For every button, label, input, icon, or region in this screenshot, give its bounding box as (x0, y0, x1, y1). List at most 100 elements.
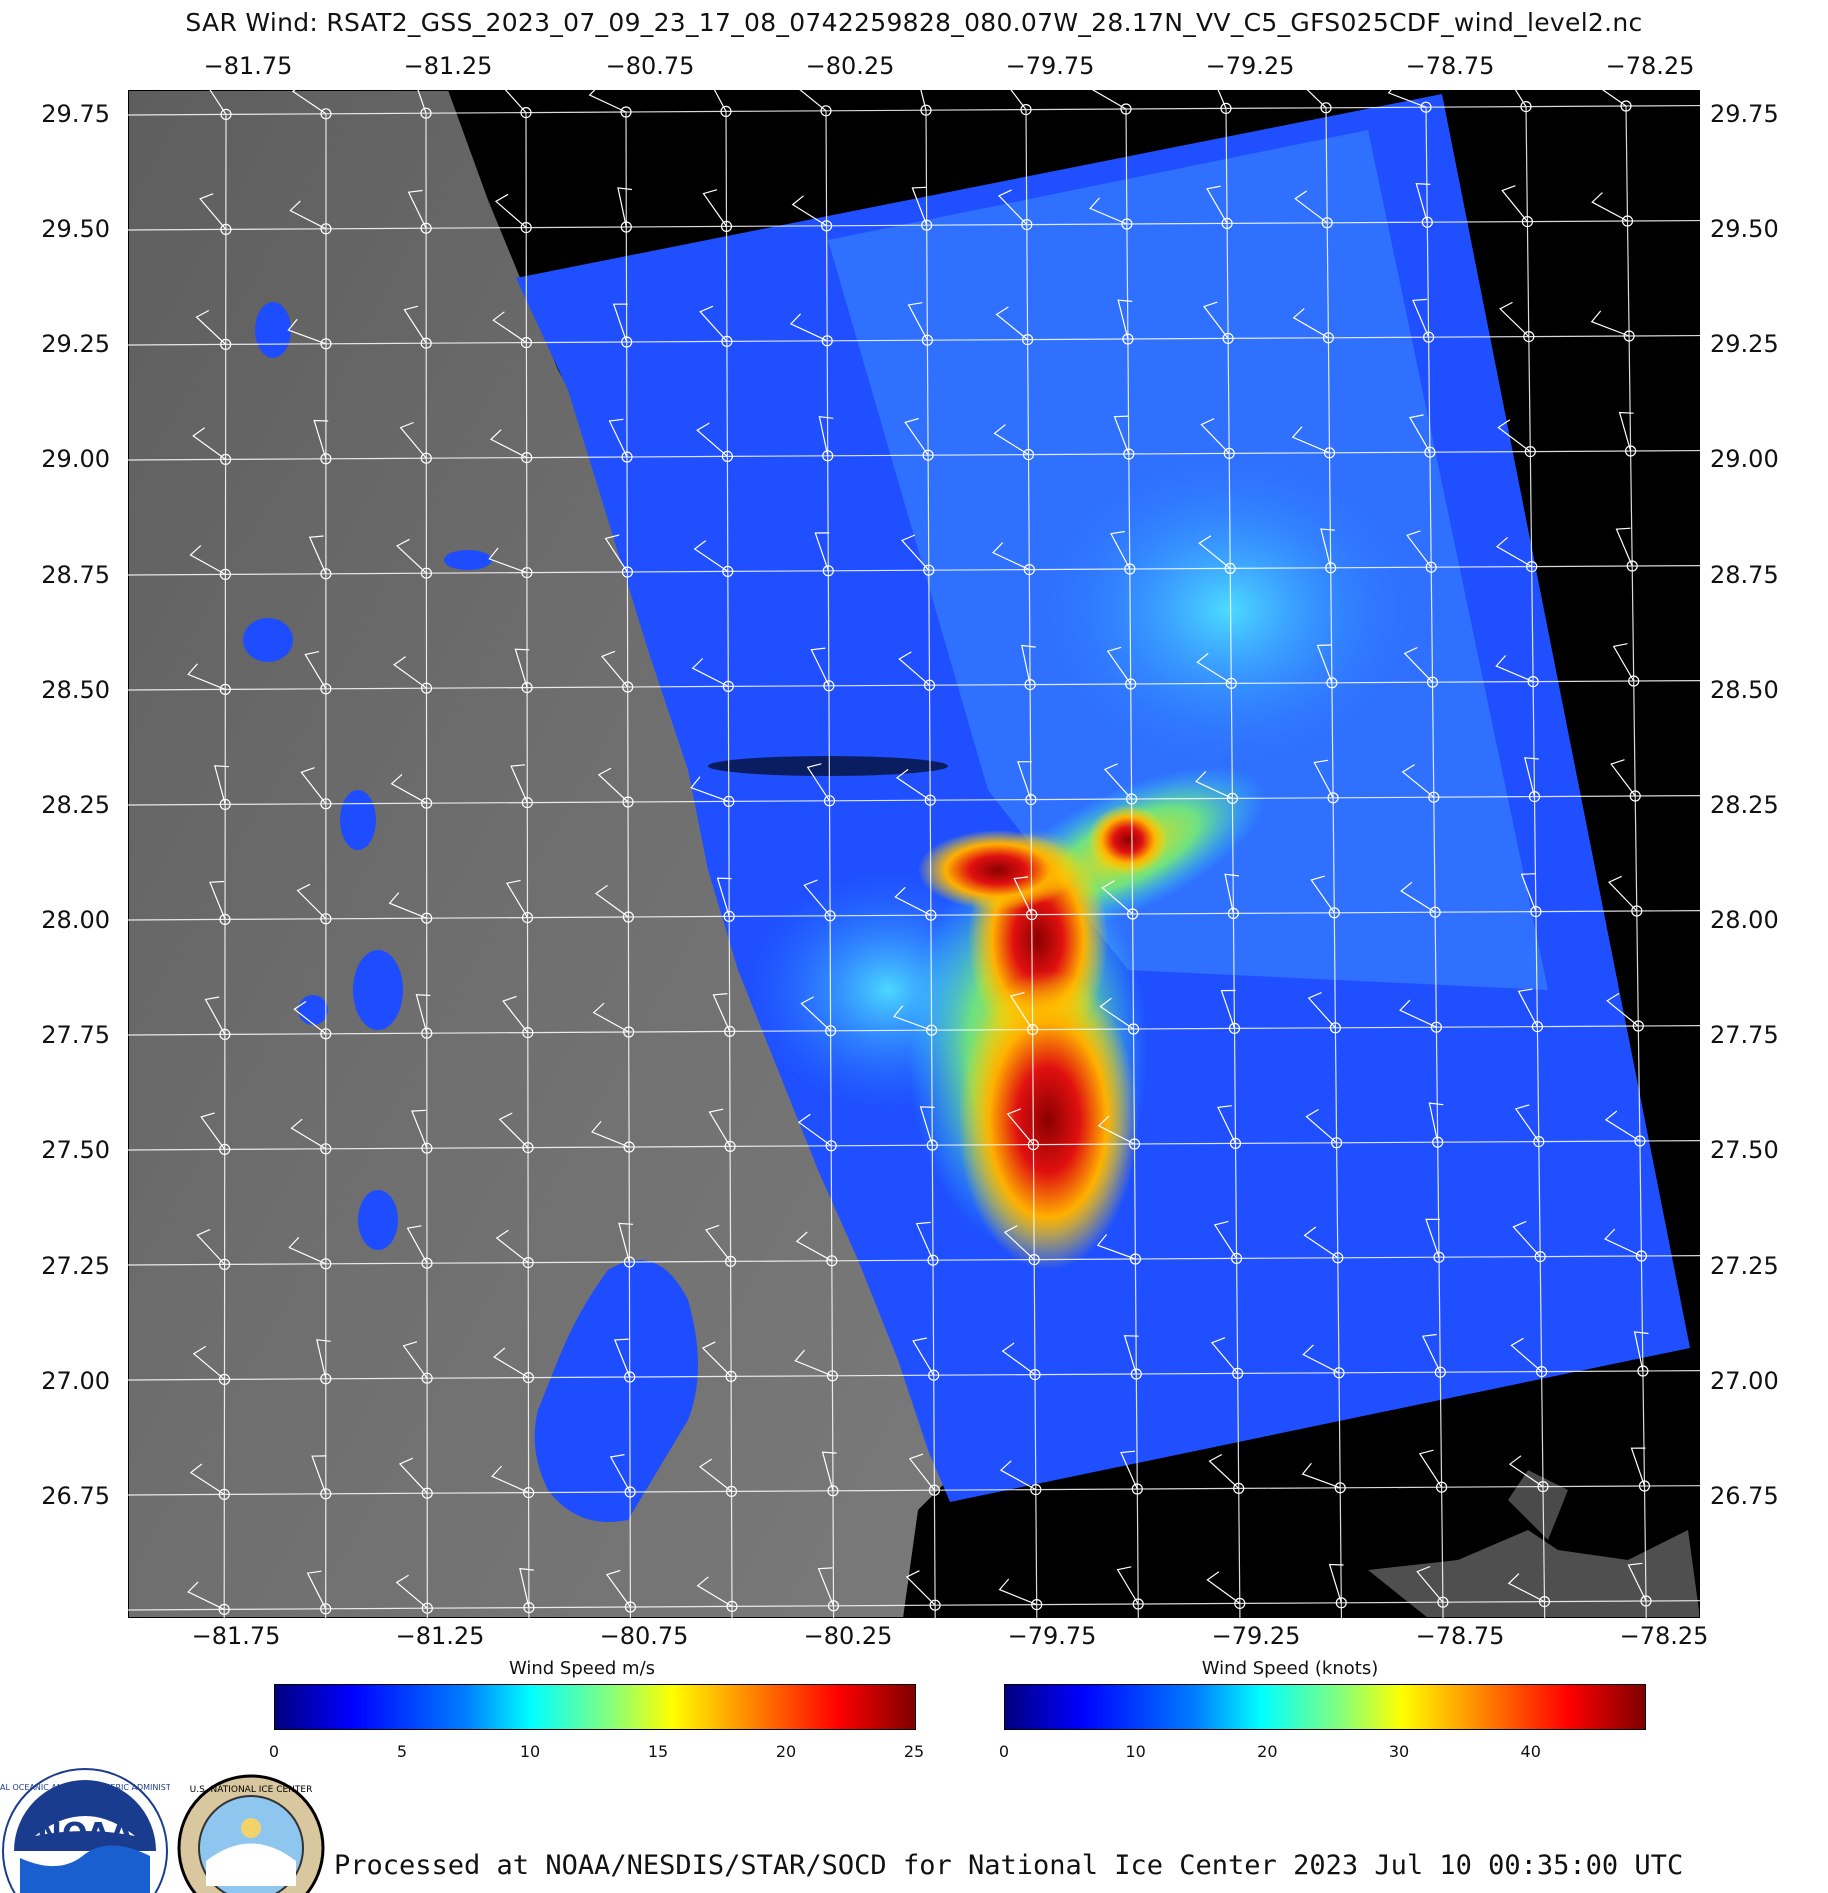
wind-barb-station (1020, 104, 1032, 116)
wind-barb (618, 1222, 634, 1263)
wind-barb-station (1420, 101, 1432, 113)
lat-tick-right: 29.50 (1710, 215, 1779, 243)
wind-barb (399, 421, 427, 459)
wind-barb (705, 1224, 732, 1262)
wind-barb (1210, 1337, 1239, 1374)
wind-barb-station (725, 1485, 738, 1498)
wind-barb (920, 90, 927, 111)
wind-barb (791, 195, 827, 227)
wind-barb (613, 1338, 631, 1378)
wind-barb-station (320, 1373, 332, 1385)
wind-barb (1208, 1453, 1240, 1489)
wind-barb (594, 884, 629, 918)
wind-barb (1091, 90, 1127, 110)
wind-barb-station (1030, 1483, 1042, 1496)
wind-barb (287, 318, 327, 345)
wind-barb (1591, 192, 1628, 222)
land-abaco (1508, 1470, 1568, 1540)
wind-barb (1497, 419, 1531, 453)
wind-barb-station (1125, 678, 1137, 690)
wind-barb (1123, 1335, 1139, 1375)
wind-barb (187, 1581, 225, 1610)
wind-barb-station (925, 1024, 938, 1036)
wind-barb (199, 193, 227, 230)
wind-barb-station (1121, 218, 1133, 230)
wind-barb-station (721, 450, 734, 462)
wind-barb (999, 1460, 1037, 1491)
wind-barb-station (420, 452, 432, 464)
wind-barb-station (825, 1140, 837, 1152)
wind-barb (1306, 90, 1327, 109)
wind-barb-station (1521, 216, 1534, 228)
wind-barb-station (1530, 905, 1542, 918)
lat-tick-right: 28.25 (1710, 791, 1779, 819)
wind-barb (1495, 655, 1534, 683)
wind-barb-station (929, 1599, 941, 1611)
wind-barb (304, 651, 327, 690)
wind-barb-station (421, 1142, 433, 1154)
lon-tick-bottom: −79.75 (1007, 1622, 1097, 1650)
wind-barb-station (1425, 561, 1437, 573)
lat-tick-left: 28.25 (41, 791, 110, 819)
storm-cell (1088, 805, 1168, 875)
wind-barb-station (420, 682, 433, 694)
colorbar-knots (1004, 1684, 1646, 1730)
lat-tick-right: 29.75 (1710, 100, 1779, 128)
wind-barb (1606, 992, 1639, 1027)
colorbar-tick: 5 (396, 1742, 408, 1761)
wind-barb-station (1026, 908, 1038, 921)
wind-barb-station (1326, 677, 1338, 689)
lake (255, 302, 291, 358)
wind-barb-station (220, 338, 232, 350)
wind-barb-station (1226, 792, 1239, 805)
wind-barb-station (820, 105, 832, 117)
wind-barb (1013, 876, 1033, 915)
wind-barb-station (1623, 330, 1635, 342)
lat-tick-left: 29.00 (41, 445, 110, 473)
wind-barb-station (1523, 331, 1535, 343)
wind-barb-station (523, 1601, 535, 1614)
wind-barb-station (921, 334, 934, 346)
wind-barb-station (1234, 1597, 1246, 1610)
wind-barb (200, 1112, 226, 1150)
wind-barb-station (320, 223, 332, 235)
wind-barb (1520, 873, 1537, 912)
wind-barb (1196, 652, 1232, 684)
wind-barb (1400, 881, 1436, 913)
wind-barb (604, 534, 628, 573)
wind-barb-station (421, 1027, 433, 1039)
wind-barb-station (420, 337, 432, 349)
wind-barb-station (1220, 102, 1232, 114)
wind-barb-station (620, 106, 632, 118)
wind-barb-station (926, 1139, 938, 1151)
wind-barb-station (824, 1025, 837, 1037)
wind-barb (699, 305, 728, 342)
wind-barb-station (521, 681, 533, 694)
wind-barb-station (1232, 1367, 1244, 1380)
wind-barb-station (1634, 1135, 1646, 1147)
lat-tick-left: 28.75 (41, 561, 110, 589)
wind-barb (1224, 873, 1240, 914)
lat-tick-left: 27.50 (41, 1136, 110, 1164)
wind-barb-station (521, 911, 534, 924)
wind-barb (289, 200, 327, 230)
wind-barb-station (521, 796, 533, 809)
wind-barb-station (1534, 1250, 1546, 1263)
wind-barb-station (219, 683, 231, 696)
wind-barb-station (1031, 1598, 1043, 1611)
lat-tick-left: 28.50 (41, 676, 110, 704)
lake-okeechobee (534, 1260, 698, 1522)
wind-barb (300, 767, 327, 805)
wind-barb (696, 1576, 733, 1607)
wind-barb (907, 302, 928, 341)
wind-barb (1203, 301, 1229, 339)
wind-barb (592, 1002, 629, 1033)
wind-barb (505, 879, 529, 918)
wind-barb-station (624, 1371, 636, 1383)
wind-barb (1416, 1565, 1444, 1603)
wind-barb-station (924, 794, 936, 806)
lat-tick-left: 29.50 (41, 215, 110, 243)
wind-barb-station (1122, 333, 1134, 345)
wind-barb-station (522, 1026, 534, 1039)
wind-barb-station (1437, 1596, 1449, 1608)
